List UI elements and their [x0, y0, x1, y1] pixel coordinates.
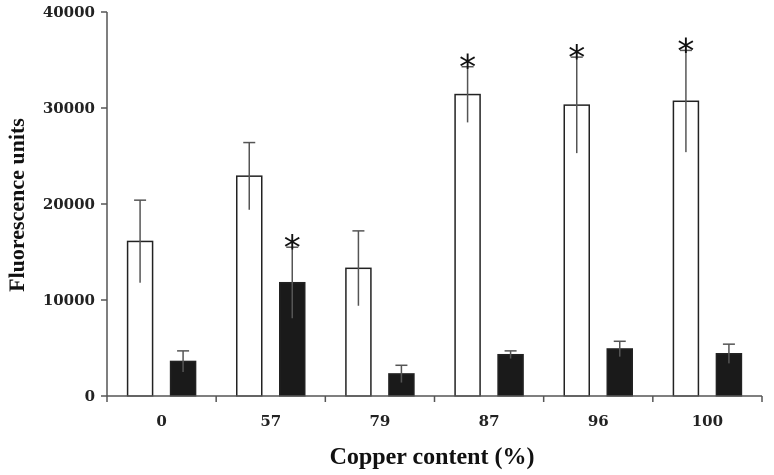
y-tick-label: 30000	[43, 99, 95, 117]
y-tick-label: 20000	[43, 195, 95, 213]
bar-white	[454, 93, 481, 397]
bar-marks	[126, 93, 743, 397]
x-tick-label: 79	[369, 412, 390, 430]
significance-star: *	[568, 38, 585, 78]
x-tick-label: 0	[156, 412, 166, 430]
significance-markers: * * * *	[284, 31, 695, 268]
x-axis-title: Copper content (%)	[330, 444, 535, 470]
significance-star: *	[459, 48, 476, 88]
error-bars	[134, 49, 735, 383]
x-tick-label: 100	[692, 412, 723, 430]
bar-black	[497, 353, 524, 397]
x-tick-label: 96	[588, 412, 609, 430]
x-axis-ticks: 0 57 79 87 96 100	[106, 396, 763, 430]
y-tick-label: 10000	[43, 291, 95, 309]
significance-star: *	[284, 228, 301, 268]
significance-star: *	[677, 31, 694, 71]
y-axis-title: Fluorescence units	[4, 118, 29, 292]
x-tick-label: 87	[479, 412, 500, 430]
x-tick-label: 57	[260, 412, 281, 430]
y-axis-ticks: 0 10000 20000 30000 40000	[43, 3, 107, 405]
y-tick-label: 40000	[43, 3, 95, 21]
y-tick-label: 0	[85, 387, 95, 405]
